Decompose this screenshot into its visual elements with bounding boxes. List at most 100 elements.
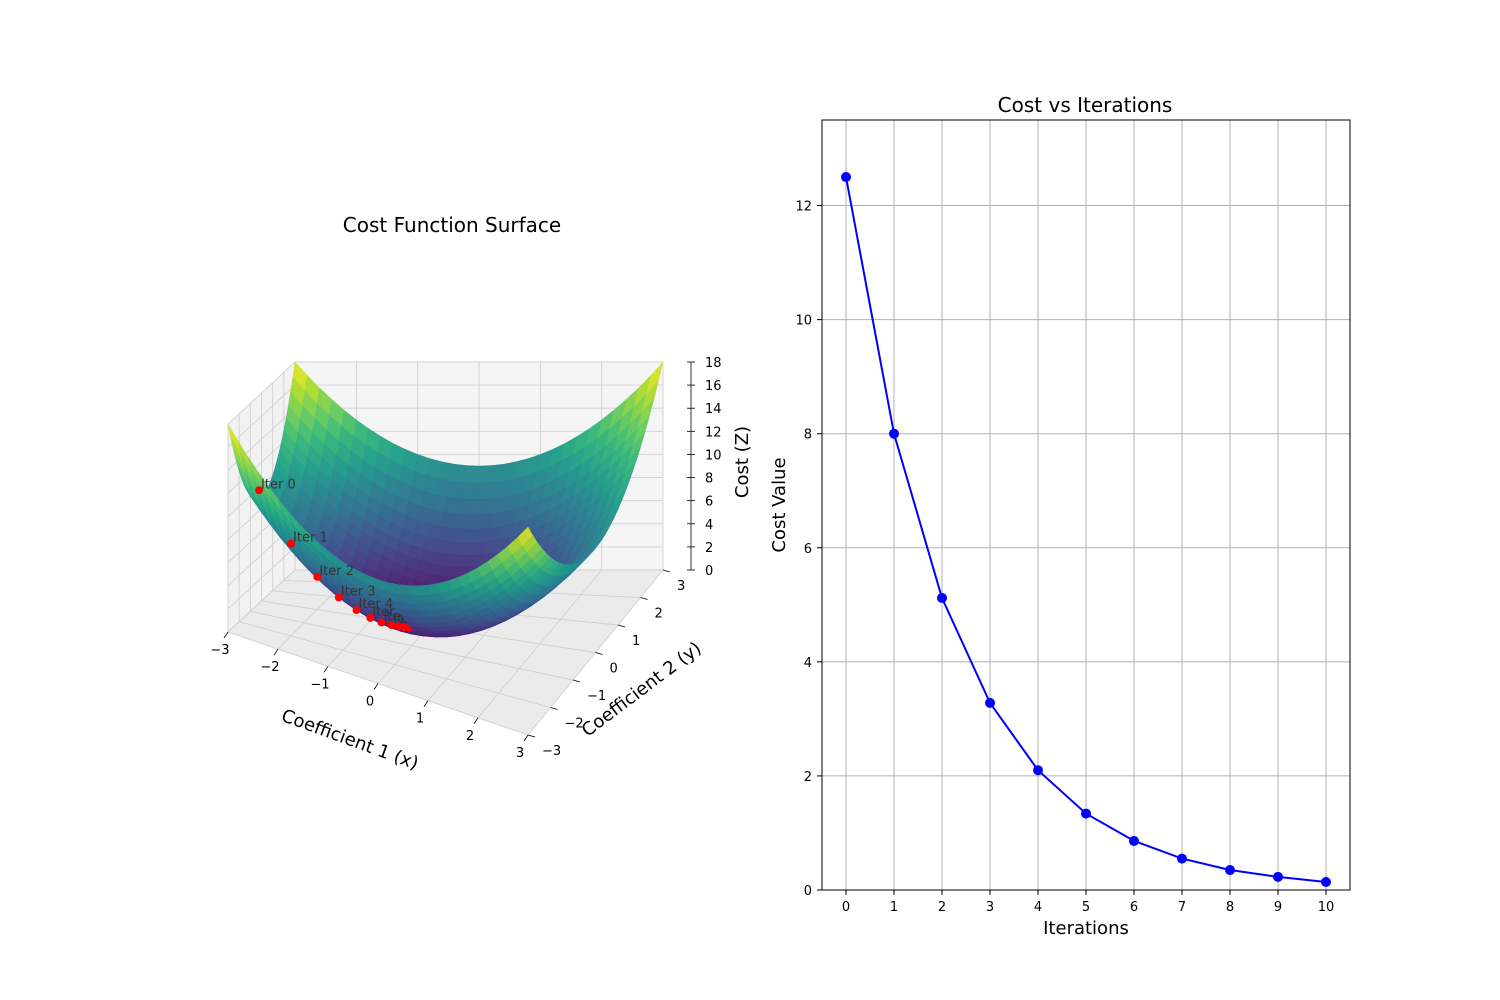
x-tick-label: −1: [310, 677, 329, 692]
data-point: [1273, 871, 1283, 882]
x-tick-label: 9: [1274, 900, 1282, 915]
tick-mark: [527, 734, 536, 738]
tick-mark: [373, 683, 379, 690]
path-point-label: Iter 0: [261, 477, 296, 492]
x-tick-label: 10: [1318, 900, 1335, 915]
path-point-label: Iter 2: [319, 564, 354, 579]
y-tick-label: 4: [804, 656, 812, 671]
z-tick-label: 16: [705, 379, 722, 394]
path-point-label: Iter 4: [359, 597, 394, 612]
z-tick-label: 18: [705, 356, 722, 371]
data-point: [985, 697, 995, 708]
x-tick-label: 4: [1034, 900, 1042, 915]
left-grid-z: [227, 361, 296, 425]
surface-facet: [517, 526, 533, 546]
path-point: [313, 572, 322, 581]
data-point: [1081, 808, 1091, 819]
data-point: [889, 428, 899, 439]
path-point: [334, 593, 343, 602]
x-tick-label: 0: [842, 900, 850, 915]
floor-grid-y: [239, 621, 551, 708]
y-tick-label: 12: [795, 200, 812, 215]
y-tick-label: 6: [804, 542, 812, 557]
tick-mark: [473, 717, 479, 725]
left-grid-z: [227, 546, 296, 610]
tick-mark: [595, 652, 603, 655]
x-tick-label: 6: [1130, 900, 1138, 915]
x-tick-label: 2: [466, 729, 474, 744]
data-point: [1321, 877, 1331, 888]
y-tick-label: 0: [610, 662, 618, 677]
z-tick-label: 14: [705, 402, 722, 417]
z-tick-label: 2: [705, 541, 713, 556]
line-title: Cost vs Iterations: [998, 93, 1173, 117]
tick-mark: [323, 666, 329, 673]
z-tick-label: 10: [705, 448, 722, 463]
x-tick-label: 5: [1082, 900, 1090, 915]
path-point-label: Iter 1: [293, 531, 328, 546]
line-plot: Cost vs Iterations 0 1 2 3 4 5 6 7 8 9 10024681012…: [769, 93, 1351, 939]
path-point-label: Iter 3: [341, 584, 376, 599]
tick-mark: [617, 624, 626, 628]
surface-mesh-front: [387, 526, 601, 638]
floor-grid-y: [250, 610, 574, 681]
x-tick-label: 3: [516, 746, 524, 761]
tick-mark: [640, 597, 648, 600]
y-tick-label: 1: [632, 634, 640, 649]
y-tick-label: 2: [804, 770, 812, 785]
left-grid-z: [227, 569, 296, 633]
z-tick-label: 12: [705, 425, 722, 440]
line-grid: [822, 120, 1350, 891]
line-series: [841, 172, 1331, 888]
y-tick-label: 0: [804, 884, 812, 899]
y-tick-label: −1: [587, 689, 606, 704]
y-tick-label: 10: [795, 314, 812, 329]
x-tick-label: 0: [366, 695, 374, 710]
data-point: [1129, 835, 1139, 846]
z-tick-label: 6: [705, 495, 713, 510]
path-point: [287, 539, 296, 548]
tick-mark: [662, 569, 671, 573]
x-tick-label: 7: [1178, 900, 1186, 915]
left-grid-z: [227, 384, 296, 448]
tick-mark: [423, 700, 429, 707]
tick-mark: [550, 707, 558, 710]
tick-mark: [273, 648, 279, 656]
x-tick-label: 1: [416, 712, 424, 727]
surface-mesh-back: [227, 361, 664, 637]
path-point: [377, 618, 386, 627]
x-tick-label: 1: [890, 900, 898, 915]
z-tick-label: 0: [705, 564, 713, 579]
z-axis-label: Cost (Z): [732, 426, 753, 498]
y-tick-label: 8: [804, 428, 812, 443]
x-tick-label: 3: [986, 900, 994, 915]
z-tick-label: 8: [705, 472, 713, 487]
tick-mark: [523, 734, 529, 742]
path-point: [352, 606, 361, 615]
data-point: [1177, 853, 1187, 864]
data-point: [937, 592, 947, 603]
line-x-axis-label: Iterations: [1043, 918, 1129, 939]
data-point: [841, 172, 851, 183]
path-point: [387, 620, 396, 629]
z-tick-label: 4: [705, 518, 713, 533]
data-point: [1225, 865, 1235, 876]
x-tick-label: −2: [260, 660, 279, 675]
data-point: [1033, 765, 1043, 776]
y-tick-label: −2: [565, 717, 584, 732]
surface-title: Cost Function Surface: [343, 213, 561, 237]
tick-mark: [572, 679, 581, 683]
tick-mark: [223, 631, 229, 639]
surface-plot: Cost Function Surface Iter 0 Iter 1 Iter 2…: [210, 213, 753, 774]
x-axis-label: Coefficient 1 (x): [279, 705, 422, 774]
y-tick-label: −3: [542, 744, 561, 759]
y-tick-label: 2: [655, 607, 663, 622]
x-tick-label: 2: [938, 900, 946, 915]
path-point: [366, 613, 375, 622]
y-tick-label: 3: [677, 579, 685, 594]
x-tick-label: −3: [210, 643, 229, 658]
line-y-axis-label: Cost Value: [769, 457, 790, 552]
